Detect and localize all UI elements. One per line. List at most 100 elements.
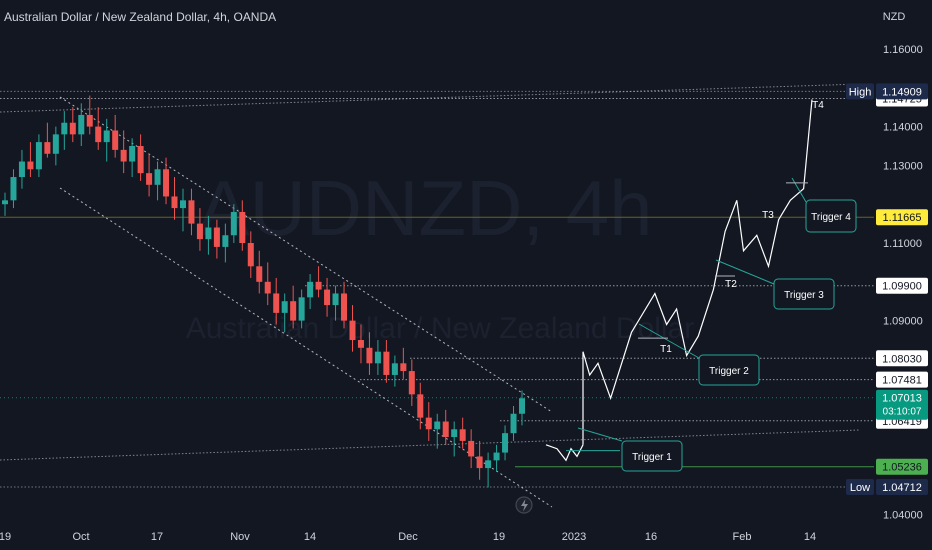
candle-body [451,429,458,438]
candle-body [341,293,348,321]
time-tick-label: 2023 [562,531,586,543]
time-axis-bg [0,522,874,550]
current-price-bg [876,389,928,420]
candle [256,250,263,294]
candle-body [357,340,364,348]
lower-trendline [0,429,861,461]
callout-label: Trigger 3 [784,290,824,301]
candle [281,293,288,333]
candle [112,114,119,158]
countdown: 03:10:07 [883,407,922,418]
candle-body [425,417,432,430]
candle [52,126,59,166]
target-label-1: T1 [660,344,672,355]
candle-body [324,289,331,306]
candle [179,188,186,232]
candle [205,215,212,255]
candle [366,332,373,375]
candle [44,122,51,158]
price-tags: 1.147251.099001.080301.074811.064191.116… [846,83,928,496]
candle-body [400,363,407,372]
level-tag-text: 1.05236 [882,462,922,474]
candle [137,134,144,181]
trigger-callout-4: Trigger 4 [791,177,857,233]
watermark-name: Australian Dollar / New Zealand Dollar [186,312,695,345]
target-label-3: T3 [762,210,774,221]
level-tag-text: 1.09900 [882,281,922,293]
high-label: High [846,83,874,100]
candle-body [519,398,525,414]
high-tag: 1.14909 [876,83,928,100]
low-tag: 1.04712 [876,479,928,496]
candle [493,444,500,472]
callout-box [805,199,857,233]
candle-body [179,200,186,209]
candle-body [213,227,220,247]
candle-body [188,200,195,224]
candle [485,452,492,488]
level-tag-bg [876,209,928,226]
candle-body [95,126,102,143]
target-label-2: T2 [725,279,737,290]
candle [341,281,348,329]
candle [239,200,246,251]
lightning-icon[interactable] [515,496,533,514]
candle-body [239,211,246,244]
time-tick-label: Oct [72,531,89,543]
candle-body [146,173,153,185]
candle [273,277,280,325]
candle-body [120,149,127,162]
candle [196,208,203,251]
channel-upper [59,96,553,413]
candle-body [2,200,8,205]
candle-body [264,281,271,294]
candle-body [510,413,517,434]
candle-body [171,196,178,209]
level-tag-text: 1.07481 [882,375,922,387]
level-tag-bg [876,350,928,367]
callout-label: Trigger 2 [709,366,749,377]
level-tag: 1.09900 [876,277,928,294]
candle [357,324,364,364]
candle-body [383,351,390,375]
candle-body [408,371,415,395]
candle-body [366,347,373,364]
trend-channel [59,96,553,508]
candle [391,355,398,387]
target-label-4: T4 [812,100,824,111]
time-tick-label: 19 [493,531,505,543]
time-tick-label: 19 [0,531,11,543]
candle [408,359,415,406]
candle [230,204,237,244]
price-tick-label: 1.09000 [883,316,923,328]
currency-label: NZD [883,11,906,23]
candle-body [434,421,441,430]
projection: T1 T2 T3 T4 [545,99,824,462]
candle [459,417,466,449]
candle-body [61,122,68,135]
candle [374,340,381,375]
watermark-symbol: AUDNZD, 4h [197,164,652,252]
candle-body [86,114,93,127]
candle-body [78,114,85,135]
candle [332,285,339,321]
candle-body [154,169,161,185]
candle-body [44,142,51,154]
candle [400,347,407,379]
candle [213,219,220,259]
trigger-callout-3: Trigger 3 [715,259,835,310]
candle-body [290,301,297,321]
candle-body [273,293,280,313]
time-axis[interactable]: 19 Oct 17 Nov 14 Dec 19 2023 16 Feb 14 [0,522,874,550]
candle [69,107,76,143]
callout-pointer [715,259,775,285]
candle-body [112,130,119,150]
candle-body [256,266,263,282]
candle [434,413,441,449]
candle [383,340,390,383]
candle-body [298,297,305,321]
candle [10,169,17,209]
candle-body [374,351,381,364]
candle-body [222,235,229,247]
